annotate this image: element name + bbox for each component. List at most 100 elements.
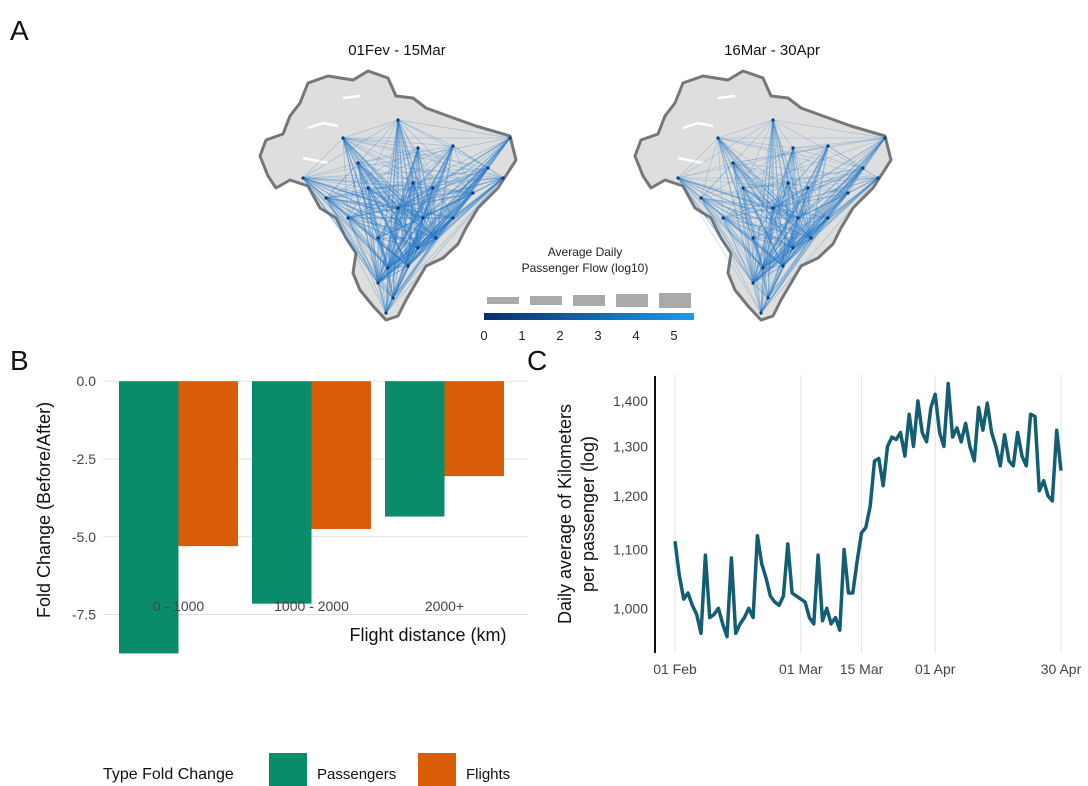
route-line (732, 162, 829, 219)
route-line (732, 162, 769, 299)
route-line (342, 137, 389, 269)
airport-node (431, 186, 435, 190)
route-line (717, 137, 879, 179)
flow-legend-ticks: 0 1 2 3 4 5 (480, 328, 677, 343)
route-line (847, 177, 879, 194)
route-line (742, 137, 886, 189)
route-line (792, 137, 886, 149)
route-line (792, 217, 799, 249)
route-line (772, 147, 794, 209)
route-line (452, 145, 489, 169)
route-line (722, 217, 764, 269)
flow-legend: Average Daily Passenger Flow (log10) 0 1 2… (480, 245, 694, 343)
route-line (782, 217, 829, 267)
route-line (412, 145, 454, 184)
route-line (717, 137, 754, 239)
route-line (722, 217, 812, 239)
airport-node (416, 246, 420, 250)
route-line (407, 177, 504, 267)
route-line (407, 167, 489, 267)
route-line (742, 182, 789, 189)
route-line (732, 162, 879, 179)
airport-node (301, 176, 305, 180)
bar-flights (444, 381, 504, 477)
route-line (677, 137, 719, 179)
route-line (367, 187, 474, 194)
route-line (357, 145, 454, 164)
route-line (377, 187, 434, 239)
route-line (385, 177, 504, 314)
route-line (772, 119, 879, 179)
route-line (700, 197, 764, 269)
route-line (772, 119, 886, 139)
route-line (397, 182, 414, 209)
route-line (752, 217, 799, 239)
route-line (342, 137, 504, 179)
route-line (787, 182, 829, 219)
bar-flights (178, 381, 238, 547)
airport-node (386, 266, 390, 270)
route-line (392, 247, 419, 299)
airport-node (759, 311, 763, 315)
route-line (397, 207, 409, 267)
route-line (752, 282, 769, 299)
route-line (432, 187, 474, 194)
route-line (342, 137, 419, 249)
route-line (732, 162, 764, 269)
route-line (357, 162, 434, 189)
airport-node (411, 181, 415, 185)
line-chart-grid (674, 375, 1062, 653)
panel-label-b: B (10, 345, 29, 376)
route-line (700, 197, 774, 209)
route-line (772, 137, 886, 209)
route-line (342, 119, 399, 139)
route-line (677, 119, 774, 179)
route-line (347, 137, 511, 219)
route-line (347, 167, 489, 219)
route-line (377, 182, 414, 239)
route-line (752, 182, 789, 284)
route-line (302, 177, 389, 269)
route-line (342, 137, 424, 219)
map-after (633, 69, 893, 322)
route-line (397, 119, 511, 139)
route-line (752, 119, 774, 284)
route-line (807, 187, 812, 239)
route-line (347, 187, 434, 219)
route-line (772, 182, 789, 209)
route-line (325, 177, 504, 199)
route-line (435, 137, 511, 239)
route-line (407, 192, 474, 267)
route-line (367, 187, 437, 239)
line-chart-x-tick-label: 15 Mar (840, 661, 884, 677)
airport-node (434, 236, 438, 240)
route-line (762, 207, 774, 269)
route-line (772, 119, 784, 267)
route-line (787, 182, 812, 239)
route-line (760, 119, 774, 314)
route-line (367, 187, 379, 239)
route-line (302, 177, 379, 284)
route-line (377, 192, 474, 284)
route-line (762, 265, 784, 269)
route-line (787, 182, 849, 194)
route-line (742, 177, 879, 189)
route-line (387, 167, 489, 269)
route-line (422, 145, 454, 219)
route-line (387, 217, 454, 269)
route-line (377, 147, 419, 284)
route-line (752, 237, 784, 267)
route-line (677, 177, 799, 219)
route-line (435, 192, 474, 239)
route-line (700, 197, 784, 267)
route-line (417, 217, 424, 249)
route-line (302, 137, 344, 179)
route-line (752, 217, 829, 239)
route-line (762, 147, 794, 269)
route-line (325, 197, 387, 314)
airport-node (376, 281, 380, 285)
route-line (342, 137, 349, 219)
route-line (397, 119, 409, 267)
route-line (700, 197, 794, 249)
route-line (797, 167, 864, 219)
